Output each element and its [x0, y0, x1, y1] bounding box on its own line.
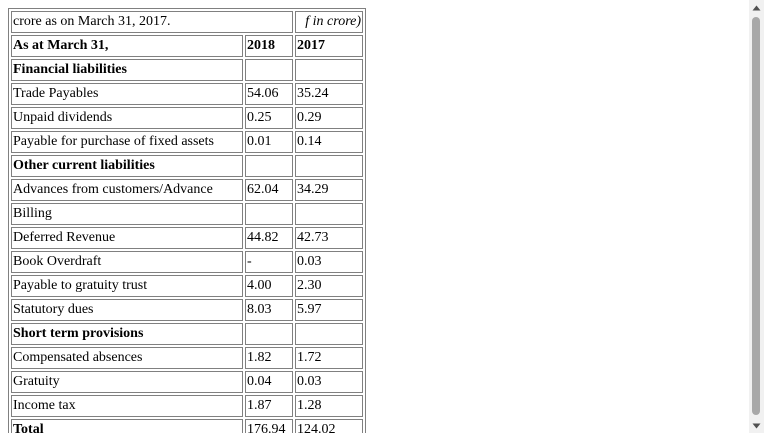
row-label: Unpaid dividends	[11, 107, 243, 129]
row-label: Statutory dues	[11, 299, 243, 321]
caption-left: crore as on March 31, 2017.	[11, 11, 293, 33]
row-label: Payable for purchase of fixed assets	[11, 131, 243, 153]
row-value-2018: 62.04	[245, 179, 293, 201]
row-value-2017	[295, 155, 363, 177]
row-value-2018: 1.87	[245, 395, 293, 417]
row-value-2018: -	[245, 251, 293, 273]
row-label: Payable to gratuity trust	[11, 275, 243, 297]
header-label: As at March 31,	[11, 35, 243, 57]
caption-right: f in crore)	[295, 11, 363, 33]
row-value-2018	[245, 59, 293, 81]
row-value-2017: 35.24	[295, 83, 363, 105]
caption-row: crore as on March 31, 2017. f in crore)	[11, 11, 363, 33]
row-value-2018: 4.00	[245, 275, 293, 297]
row-value-2018: 8.03	[245, 299, 293, 321]
row-label: Financial liabilities	[11, 59, 243, 81]
row-value-2017: 0.03	[295, 251, 363, 273]
header-year-2017: 2017	[295, 35, 363, 57]
row-value-2018: 0.04	[245, 371, 293, 393]
row-label: Gratuity	[11, 371, 243, 393]
row-value-2017	[295, 203, 363, 225]
vertical-scrollbar[interactable]	[749, 0, 764, 433]
row-value-2018: 54.06	[245, 83, 293, 105]
table-row: Gratuity 0.04 0.03	[11, 371, 363, 393]
row-value-2018: 0.01	[245, 131, 293, 153]
header-row: As at March 31, 2018 2017	[11, 35, 363, 57]
row-label: Compensated absences	[11, 347, 243, 369]
scrollbar-thumb[interactable]	[752, 17, 760, 415]
table-row: Short term provisions	[11, 323, 363, 345]
table-row: Financial liabilities	[11, 59, 363, 81]
row-label: Short term provisions	[11, 323, 243, 345]
row-value-2017: 124.02	[295, 419, 363, 433]
row-value-2017	[295, 323, 363, 345]
row-value-2017	[295, 59, 363, 81]
table-row: Advances from customers/Advance 62.04 34.2…	[11, 179, 363, 201]
row-value-2018	[245, 155, 293, 177]
row-label: Book Overdraft	[11, 251, 243, 273]
table-row: Income tax 1.87 1.28	[11, 395, 363, 417]
scroll-up-arrow-icon[interactable]	[749, 0, 764, 15]
row-value-2017: 2.30	[295, 275, 363, 297]
header-year-2018: 2018	[245, 35, 293, 57]
table-row: Payable for purchase of fixed assets 0.01…	[11, 131, 363, 153]
row-label: Advances from customers/Advance	[11, 179, 243, 201]
financial-liabilities-table: crore as on March 31, 2017. f in crore) …	[8, 8, 366, 433]
row-value-2017: 42.73	[295, 227, 363, 249]
row-label: Billing	[11, 203, 243, 225]
table-row: Trade Payables 54.06 35.24	[11, 83, 363, 105]
row-label: Trade Payables	[11, 83, 243, 105]
row-value-2018: 1.82	[245, 347, 293, 369]
table-row: Payable to gratuity trust 4.00 2.30	[11, 275, 363, 297]
table-row: Other current liabilities	[11, 155, 363, 177]
table-row: Compensated absences 1.82 1.72	[11, 347, 363, 369]
table-row: Unpaid dividends 0.25 0.29	[11, 107, 363, 129]
table-row: Book Overdraft -0.03	[11, 251, 363, 273]
scroll-down-arrow-icon[interactable]	[749, 418, 764, 433]
table-row: Billing	[11, 203, 363, 225]
row-label: Other current liabilities	[11, 155, 243, 177]
table-row: Statutory dues 8.03 5.97	[11, 299, 363, 321]
row-value-2017: 1.28	[295, 395, 363, 417]
row-value-2017: 0.03	[295, 371, 363, 393]
row-label: Total	[11, 419, 243, 433]
table-row: Deferred Revenue 44.82 42.73	[11, 227, 363, 249]
row-label: Income tax	[11, 395, 243, 417]
row-value-2017: 5.97	[295, 299, 363, 321]
row-value-2017: 0.14	[295, 131, 363, 153]
row-value-2017: 0.29	[295, 107, 363, 129]
row-value-2018: 44.82	[245, 227, 293, 249]
row-value-2017: 34.29	[295, 179, 363, 201]
row-value-2018	[245, 323, 293, 345]
table-row: Total 176.94 124.02	[11, 419, 363, 433]
row-label: Deferred Revenue	[11, 227, 243, 249]
row-value-2018: 176.94	[245, 419, 293, 433]
row-value-2018	[245, 203, 293, 225]
row-value-2018: 0.25	[245, 107, 293, 129]
row-value-2017: 1.72	[295, 347, 363, 369]
